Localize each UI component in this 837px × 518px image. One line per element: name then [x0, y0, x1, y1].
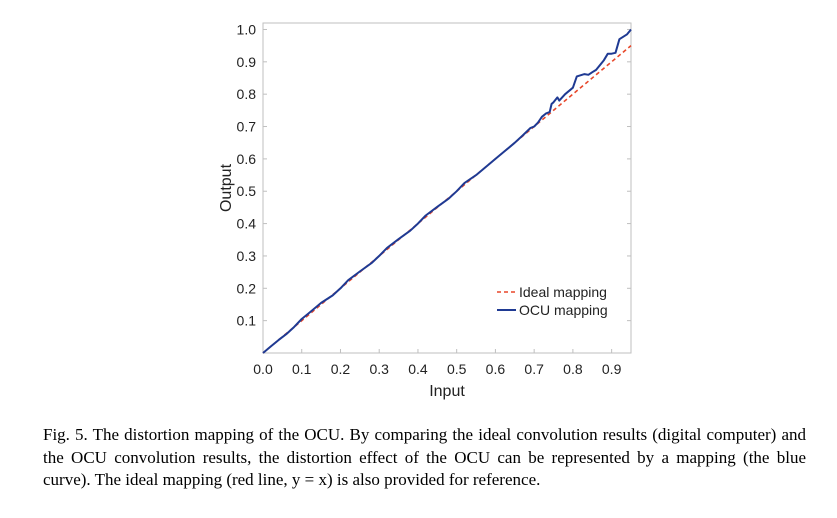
series-group: [262, 28, 632, 354]
x-tick-label: 0.1: [292, 361, 312, 377]
x-tick-label: 0.2: [331, 361, 351, 377]
legend-ocu-label: OCU mapping: [519, 302, 608, 318]
x-ticks: 0.0 0.1 0.2 0.3 0.4 0.5 0.6 0.7 0.8 0.9: [253, 349, 622, 377]
plot-frame: [262, 22, 632, 354]
y-axis-title: Output: [218, 163, 235, 212]
x-tick-label: 0.8: [563, 361, 583, 377]
x-tick-label: 0.5: [447, 361, 467, 377]
figure-caption: Fig. 5. The distortion mapping of the OC…: [43, 425, 806, 489]
x-tick-label: 0.0: [253, 361, 273, 377]
x-tick-label: 0.7: [524, 361, 544, 377]
y-tick-label: 0.9: [237, 54, 257, 70]
legend-ideal-label: Ideal mapping: [519, 284, 607, 300]
y-tick-label: 0.6: [237, 151, 257, 167]
y-tick-label: 0.5: [237, 183, 257, 199]
y-tick-label: 1.0: [237, 21, 257, 37]
ocu-mapping-line: [262, 28, 632, 354]
y-tick-label: 0.2: [237, 280, 257, 296]
y-tick-label: 0.3: [237, 248, 257, 264]
y-tick-label: 0.7: [237, 119, 257, 135]
y-tick-label: 0.1: [237, 313, 257, 329]
legend: Ideal mapping OCU mapping: [497, 284, 608, 318]
x-tick-label: 0.4: [408, 361, 428, 377]
x-tick-label: 0.9: [602, 361, 622, 377]
x-axis-title: Input: [429, 383, 465, 400]
chart: 0.0 0.1 0.2 0.3 0.4 0.5 0.6 0.7 0.8 0.9 0.1 0.2 0.3…: [218, 21, 632, 400]
y-tick-label: 0.8: [237, 86, 257, 102]
x-tick-label: 0.3: [369, 361, 389, 377]
x-tick-label: 0.6: [486, 361, 506, 377]
y-ticks: 0.1 0.2 0.3 0.4 0.5 0.6 0.7 0.8 0.9 1.0: [237, 21, 631, 329]
figure: 0.0 0.1 0.2 0.3 0.4 0.5 0.6 0.7 0.8 0.9 0.1 0.2 0.3…: [218, 21, 632, 400]
y-tick-label: 0.4: [237, 216, 257, 232]
